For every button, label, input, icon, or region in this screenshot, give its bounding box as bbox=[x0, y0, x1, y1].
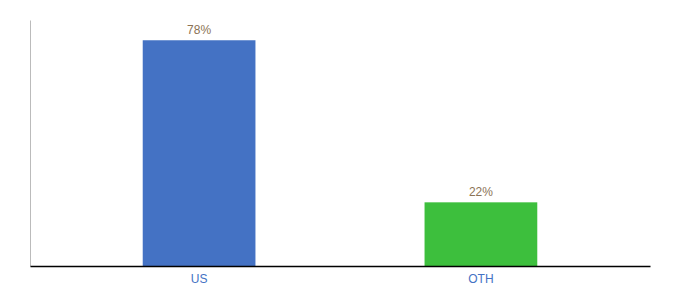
bars bbox=[143, 40, 538, 266]
x-axis: US OTH bbox=[31, 267, 651, 286]
x-tick: US bbox=[191, 272, 208, 286]
y-axis-line bbox=[30, 21, 31, 267]
y-axis bbox=[30, 21, 31, 267]
x-axis-line bbox=[31, 266, 651, 268]
x-tick-label: OTH bbox=[468, 272, 493, 286]
bar bbox=[143, 40, 256, 266]
x-tick-label: US bbox=[191, 272, 208, 286]
data-label: 78% bbox=[187, 23, 211, 37]
bar bbox=[425, 202, 538, 266]
data-labels: 78% 22% bbox=[187, 23, 493, 199]
data-label: 22% bbox=[469, 185, 493, 199]
chart: US OTH 78% 22% bbox=[0, 0, 680, 300]
plot: US OTH 78% 22% bbox=[31, 21, 651, 286]
x-tick: OTH bbox=[468, 272, 493, 286]
